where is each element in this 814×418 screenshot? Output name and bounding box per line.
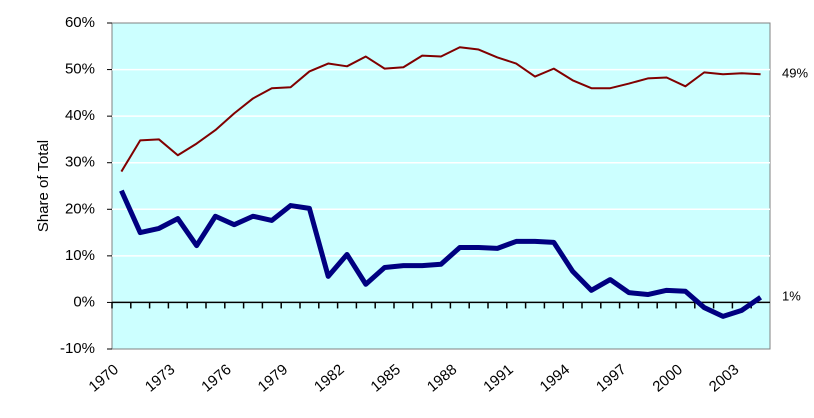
y-tick-label: 20%: [65, 200, 95, 217]
x-tick-label: 1997: [593, 361, 629, 395]
x-tick-label: 1976: [198, 361, 234, 395]
x-tick-label: 1970: [85, 361, 121, 395]
y-tick-label: 0%: [73, 293, 95, 310]
y-tick-label: 10%: [65, 247, 95, 264]
y-tick-label: -10%: [60, 340, 95, 357]
y-tick-label: 30%: [65, 154, 95, 171]
plot-area: [111, 22, 771, 350]
x-tick-label: 1991: [480, 361, 516, 395]
x-tick-label: 1973: [142, 361, 178, 395]
y-tick-label: 60%: [65, 14, 95, 31]
y-axis-label: Share of Total: [35, 140, 52, 232]
series-line: [119, 189, 763, 319]
x-tick-label: 1982: [311, 361, 347, 395]
end-label: 1%: [782, 289, 801, 304]
x-tick-label: 1985: [367, 361, 403, 395]
series-line: [120, 46, 761, 173]
x-tick-label: 1988: [424, 361, 460, 395]
x-tick-label: 1979: [255, 361, 291, 395]
y-tick-label: 40%: [65, 107, 95, 124]
x-tick-label: 2003: [706, 361, 742, 395]
end-label: 49%: [782, 66, 808, 81]
y-tick-label: 50%: [65, 61, 95, 78]
x-tick-label: 1994: [537, 361, 573, 395]
x-tick-label: 2000: [649, 361, 685, 395]
